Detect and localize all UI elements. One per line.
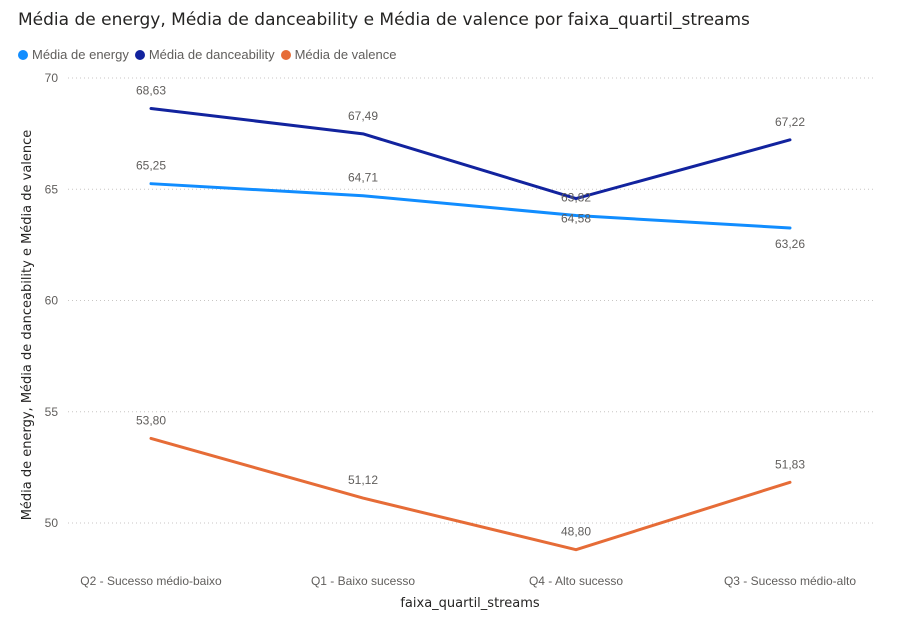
data-label-media-de-danceability: 64,58 bbox=[561, 212, 591, 226]
data-label-media-de-valence: 48,80 bbox=[561, 525, 591, 539]
y-tick-label: 65 bbox=[45, 182, 59, 196]
data-label-media-de-energy: 65,25 bbox=[136, 159, 166, 173]
y-tick-label: 70 bbox=[45, 71, 59, 85]
x-tick-label: Q2 - Sucesso médio-baixo bbox=[80, 574, 222, 588]
data-label-media-de-valence: 51,83 bbox=[775, 457, 805, 471]
series-line-media-de-valence[interactable] bbox=[149, 436, 792, 552]
data-labels: 65,25 64,71 63,82 63,26 68,63 67,49 64,58 67,22… bbox=[136, 83, 805, 538]
y-axis-ticks: 50 55 60 65 70 bbox=[45, 71, 59, 530]
legend-marker-energy bbox=[18, 49, 28, 60]
legend-label-energy: Média de energy bbox=[32, 47, 129, 62]
chart-title: Média de energy, Média de danceability e… bbox=[18, 10, 750, 30]
data-label-media-de-danceability: 67,49 bbox=[348, 109, 378, 123]
y-tick-label: 50 bbox=[45, 516, 59, 530]
series-line-media-de-danceability[interactable] bbox=[149, 106, 792, 201]
x-tick-label: Q3 - Sucesso médio-alto bbox=[724, 574, 856, 588]
legend-marker-valence bbox=[280, 49, 291, 60]
data-label-media-de-danceability: 68,63 bbox=[136, 83, 166, 97]
series-lines bbox=[149, 106, 792, 552]
series-line-media-de-energy[interactable] bbox=[149, 182, 792, 230]
legend: Média de energy Média de danceability Mé… bbox=[18, 47, 403, 62]
x-axis-title: faixa_quartil_streams bbox=[400, 596, 539, 611]
data-label-media-de-energy: 63,26 bbox=[775, 237, 805, 251]
y-axis-title: Média de energy, Média de danceability e… bbox=[20, 130, 35, 521]
data-label-media-de-valence: 53,80 bbox=[136, 413, 166, 427]
x-tick-label: Q4 - Alto sucesso bbox=[529, 574, 623, 588]
data-label-media-de-energy: 63,82 bbox=[561, 191, 591, 205]
legend-item-danceability[interactable]: Média de danceability bbox=[134, 47, 275, 62]
x-axis-ticks: Q2 - Sucesso médio-baixo Q1 - Baixo suces… bbox=[80, 574, 856, 588]
data-label-media-de-energy: 64,71 bbox=[348, 171, 378, 185]
legend-item-valence[interactable]: Média de valence bbox=[280, 47, 397, 62]
y-tick-label: 55 bbox=[45, 405, 59, 419]
data-label-media-de-valence: 51,12 bbox=[348, 473, 378, 487]
x-tick-label: Q1 - Baixo sucesso bbox=[311, 574, 415, 588]
legend-marker-danceability bbox=[134, 49, 145, 60]
data-label-media-de-danceability: 67,22 bbox=[775, 115, 805, 129]
legend-label-valence: Média de valence bbox=[294, 47, 397, 62]
y-tick-label: 60 bbox=[45, 294, 59, 308]
legend-item-energy[interactable]: Média de energy bbox=[18, 47, 129, 62]
gridlines bbox=[68, 77, 875, 524]
legend-label-danceability: Média de danceability bbox=[148, 47, 275, 62]
